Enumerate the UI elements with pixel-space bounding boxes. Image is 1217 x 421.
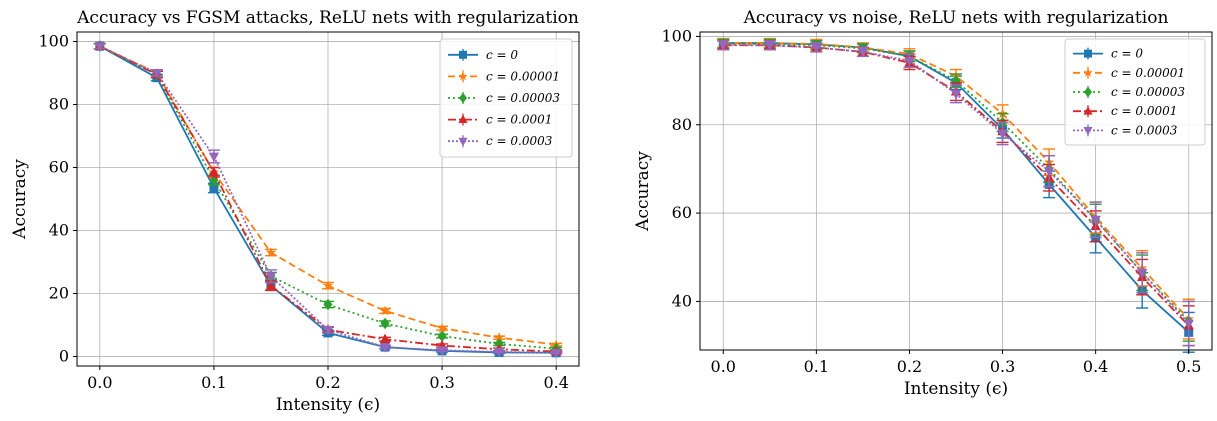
series-line	[99, 45, 557, 350]
data-point	[493, 347, 505, 358]
chart-title: Accuracy vs FGSM attacks, ReLU nets with…	[76, 8, 579, 28]
x-tick-label: 0.1	[804, 357, 829, 376]
data-point	[380, 317, 390, 330]
legend-marker	[458, 114, 468, 123]
y-tick-label: 60	[49, 157, 69, 176]
legend-label: c = 0.00003	[1111, 85, 1185, 99]
x-tick-label: 0.4	[1083, 357, 1108, 376]
y-tick-label: 20	[49, 284, 69, 303]
data-point	[764, 41, 775, 51]
data-point	[437, 330, 447, 342]
y-tick-label: 80	[49, 94, 69, 113]
legend-label: c = 0.00001	[1111, 66, 1185, 80]
data-point	[379, 333, 391, 344]
y-axis-label: Accuracy	[633, 151, 653, 232]
legend-marker	[458, 137, 468, 147]
y-tick-label: 40	[49, 221, 69, 240]
legend-marker	[1083, 106, 1093, 115]
legend-label: c = 0.00001	[486, 69, 560, 83]
data-point	[997, 129, 1008, 140]
data-point	[265, 247, 277, 257]
legend-label: c = 0.0001	[1111, 104, 1177, 118]
legend-label: c = 0.0003	[1111, 123, 1178, 137]
data-point	[323, 298, 333, 311]
legend-box	[1064, 38, 1206, 146]
data-point	[209, 183, 219, 193]
data-point	[322, 325, 334, 336]
legend-marker	[458, 71, 468, 81]
data-point	[904, 56, 915, 67]
data-point	[265, 280, 277, 290]
y-tick-label: 40	[672, 291, 692, 310]
x-tick-label: 0.5	[1176, 357, 1201, 376]
data-point	[379, 343, 391, 353]
legend-marker	[459, 92, 467, 104]
x-tick-label: 0.0	[87, 373, 112, 392]
legend-label: c = 0.0003	[486, 134, 553, 148]
legend: c = 0 c = 0.00001 c = 0.00003 c = 0.0001 c =…	[1064, 38, 1206, 146]
data-point	[322, 280, 334, 290]
data-point	[265, 272, 277, 282]
data-point	[551, 348, 562, 359]
legend-label: c = 0.0001	[486, 113, 552, 127]
y-axis-label: Accuracy	[10, 159, 30, 240]
legend-label: c = 0	[486, 48, 518, 62]
y-tick-label: 0	[59, 347, 69, 366]
x-tick-label: 0.4	[543, 373, 568, 392]
legend-marker	[459, 50, 467, 59]
data-point	[151, 69, 163, 79]
legend-marker	[1084, 86, 1092, 98]
data-point	[1043, 167, 1055, 177]
x-axis-label: Intensity (ϵ)	[904, 379, 1008, 399]
legend-marker	[1083, 68, 1093, 77]
data-point	[437, 322, 448, 333]
data-point	[1090, 215, 1101, 226]
y-tick-label: 100	[661, 26, 692, 45]
data-point	[950, 90, 962, 100]
chart-noise-accuracy: 0.0 0.1 0.2 0.3 0.4 0.5 40 60 80 100 Accuracy vs n…	[633, 8, 1213, 399]
data-point	[494, 332, 505, 342]
data-point	[208, 166, 220, 177]
data-point	[1183, 319, 1194, 330]
legend: c = 0 c = 0.00001 c = 0.00003 c = 0.0001 c =…	[439, 38, 573, 158]
legend-label: c = 0	[1111, 47, 1143, 61]
plot-frame	[699, 31, 1213, 351]
y-tick-label: 60	[672, 203, 692, 222]
legend-label: c = 0.00003	[486, 91, 560, 105]
series-4	[717, 40, 1195, 347]
chart-fgsm-accuracy: 0.0 0.1 0.2 0.3 0.4 0 20 40 60 80 100 Accuracy vs F…	[10, 8, 580, 415]
data-point	[94, 42, 105, 52]
data-point	[436, 346, 448, 356]
data-point	[857, 48, 869, 58]
x-tick-label: 0.2	[897, 357, 922, 376]
legend-marker	[1084, 49, 1092, 58]
chart-title: Accuracy vs noise, ReLU nets with regula…	[743, 8, 1169, 28]
data-point	[718, 41, 729, 51]
x-tick-label: 0.1	[201, 373, 226, 392]
x-tick-label: 0.3	[429, 373, 454, 392]
y-tick-label: 80	[672, 115, 692, 134]
legend-marker	[1083, 127, 1093, 136]
data-point	[1137, 268, 1148, 279]
x-tick-label: 0.3	[990, 357, 1015, 376]
data-point	[379, 305, 391, 316]
x-tick-label: 0.0	[711, 357, 736, 376]
series-line	[99, 45, 557, 354]
data-point	[208, 152, 220, 163]
data-point	[951, 74, 961, 87]
legend-box	[439, 38, 573, 158]
data-point	[811, 43, 822, 54]
x-axis-label: Intensity (ϵ)	[276, 395, 380, 415]
y-tick-label: 100	[38, 31, 69, 50]
series-4	[93, 42, 563, 359]
x-tick-label: 0.2	[315, 373, 340, 392]
series-line	[723, 42, 1190, 320]
